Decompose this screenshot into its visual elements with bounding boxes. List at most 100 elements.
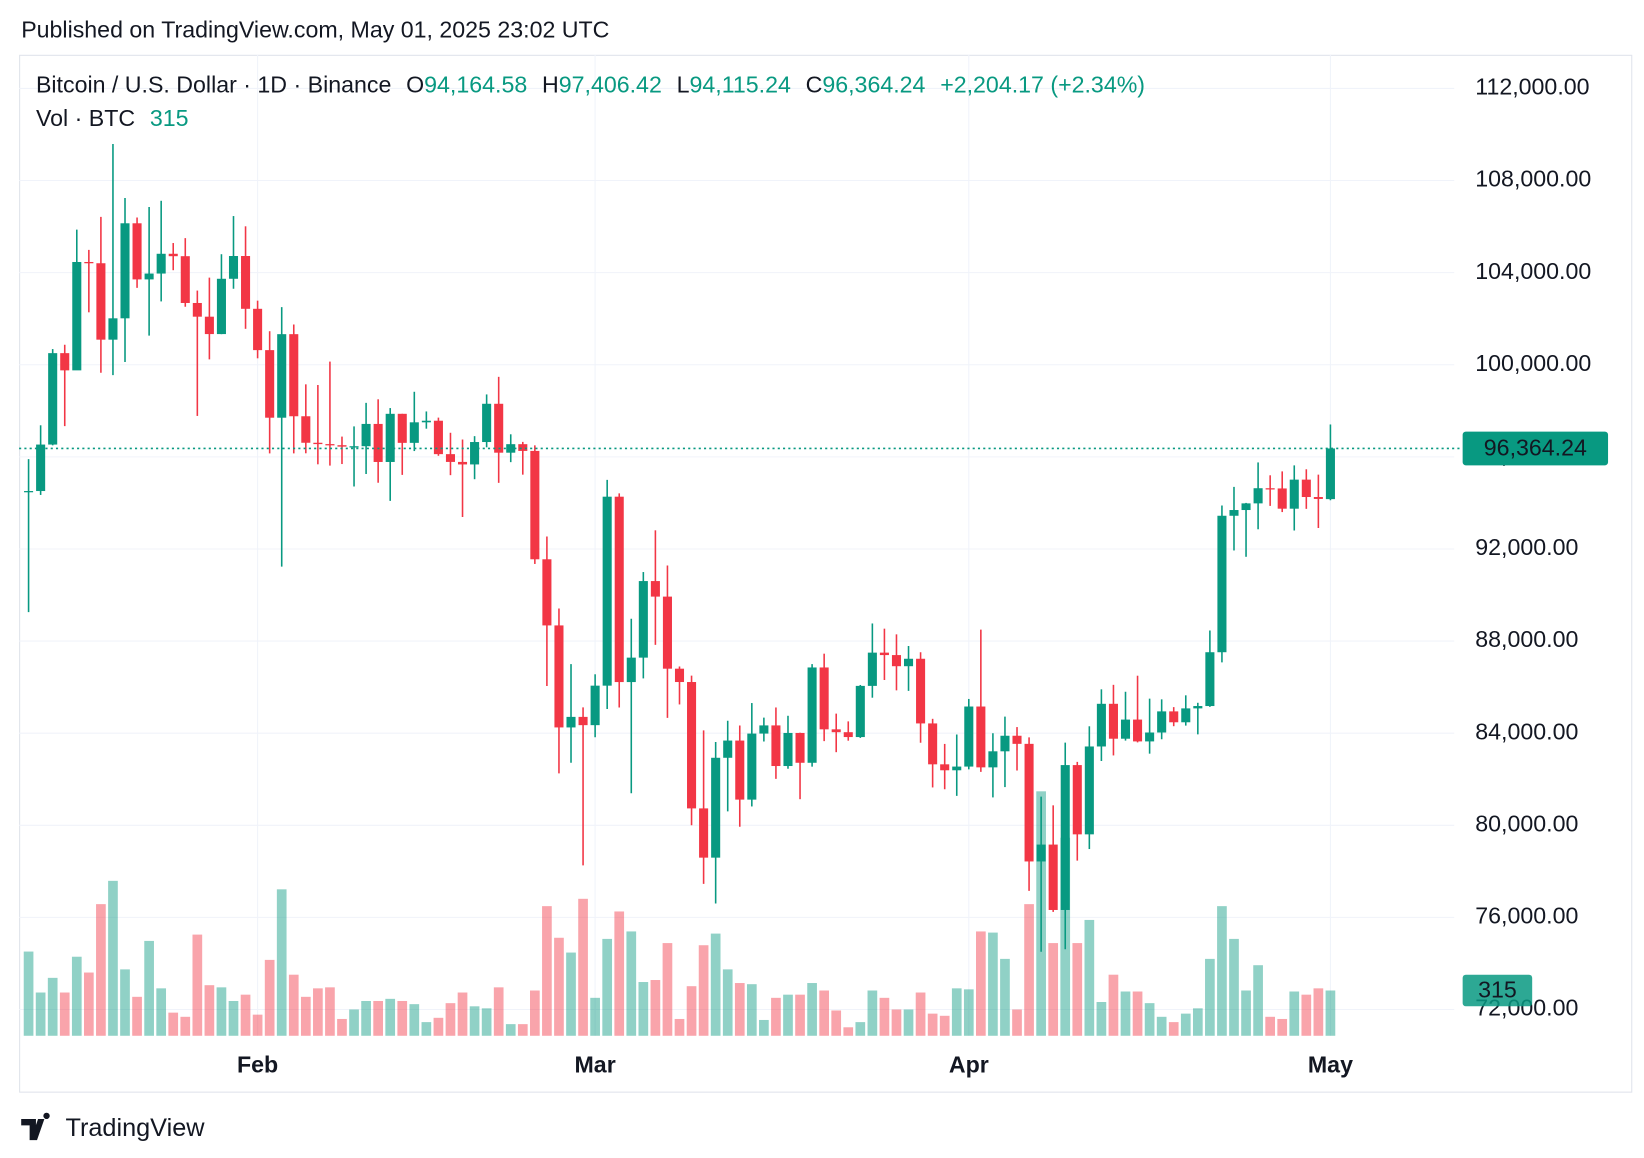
candle-body xyxy=(385,413,395,462)
volume-bar xyxy=(1277,1018,1288,1036)
candle-body xyxy=(1169,711,1179,723)
volume-bar xyxy=(1120,991,1131,1036)
candle-body xyxy=(1084,746,1094,835)
legend-title: Bitcoin / U.S. Dollar · 1D · Binance xyxy=(36,72,391,98)
footer-brand: TradingView xyxy=(65,1114,205,1142)
candle-body xyxy=(180,256,190,303)
candle-body xyxy=(578,716,588,726)
volume-bar xyxy=(927,1013,938,1036)
candle-body xyxy=(421,420,431,423)
candle-body xyxy=(614,496,624,683)
volume-value: 315 xyxy=(150,105,189,131)
volume-bar xyxy=(1132,991,1143,1036)
candle-body xyxy=(313,442,323,445)
candle-body xyxy=(265,350,275,418)
volume-bar xyxy=(566,952,576,1036)
legend-key: L xyxy=(677,72,690,98)
volume-bar xyxy=(216,987,227,1036)
candle-body xyxy=(120,223,130,319)
volume-bar xyxy=(626,931,637,1036)
volume-bar xyxy=(1229,938,1239,1036)
candle-body xyxy=(1000,735,1010,752)
candle-body xyxy=(952,766,962,771)
volume-bar xyxy=(650,980,661,1036)
volume-bar xyxy=(337,1018,347,1036)
candle-body xyxy=(192,302,202,317)
y-tick-label: 112,000.00 xyxy=(1475,74,1589,100)
candle-body xyxy=(24,491,34,493)
candle-body xyxy=(590,685,600,726)
candle-body xyxy=(771,725,781,767)
volume-bar xyxy=(300,996,311,1036)
logo-mark xyxy=(21,1112,50,1141)
volume-bar xyxy=(988,932,998,1036)
candle-body xyxy=(626,657,636,683)
volume-bar xyxy=(771,997,781,1036)
volume-bar xyxy=(1048,943,1059,1036)
volume-bar xyxy=(855,1022,866,1036)
candle-body xyxy=(1205,652,1215,707)
volume-bar xyxy=(1265,1016,1276,1036)
logo: TradingView xyxy=(21,1112,205,1142)
candle-body xyxy=(867,652,877,686)
volume-bar xyxy=(156,988,167,1036)
volume-bar xyxy=(252,1014,263,1036)
volume-bar xyxy=(759,1019,769,1036)
candle-body xyxy=(216,278,226,335)
axes: 72,000.0076,000.0080,000.0084,000.0088,0… xyxy=(237,74,1609,1077)
volume-bar xyxy=(530,990,540,1036)
legend-change: +2,204.17 (+2.34%) xyxy=(940,72,1145,98)
x-tick-label: Mar xyxy=(575,1051,616,1077)
candle-body xyxy=(903,658,914,667)
volume-bar xyxy=(96,904,106,1036)
volume-bar xyxy=(939,1015,950,1036)
volume-bar xyxy=(614,911,625,1036)
y-tick-label: 104,000.00 xyxy=(1475,258,1591,284)
volume-bar xyxy=(1156,1016,1167,1036)
volume-bar xyxy=(144,940,154,1036)
candle-body xyxy=(1181,708,1191,723)
candle-body xyxy=(433,420,443,455)
volume-bars xyxy=(23,791,1336,1036)
volume-bar xyxy=(313,988,323,1036)
candle-body xyxy=(60,353,70,371)
volume-bar xyxy=(1205,958,1215,1036)
volume-bar xyxy=(1012,1009,1022,1036)
volume-bar xyxy=(349,1009,359,1036)
legend-value: 94,164.58 xyxy=(424,72,527,98)
volume-bar xyxy=(35,992,46,1036)
legend: Bitcoin / U.S. Dollar · 1D · Binance O94,… xyxy=(36,72,1145,98)
x-tick-label: May xyxy=(1308,1051,1353,1077)
volume-bar xyxy=(746,984,757,1036)
candle-body xyxy=(976,706,986,768)
volume-bar xyxy=(192,934,203,1036)
candle-body xyxy=(795,732,805,763)
candle-body xyxy=(602,496,612,686)
candle-body xyxy=(397,413,407,443)
candle-body xyxy=(699,808,709,858)
volume-bar xyxy=(783,994,793,1036)
candle-body xyxy=(783,732,793,767)
candle-body xyxy=(204,316,214,335)
candle-body xyxy=(638,581,648,658)
candle-body xyxy=(1060,765,1070,910)
volume-bar xyxy=(807,983,817,1036)
volume-bar xyxy=(517,1024,528,1036)
volume-bar xyxy=(325,987,335,1036)
candles xyxy=(19,143,1463,952)
candle-body xyxy=(988,751,998,768)
candle-body xyxy=(36,444,46,492)
candle-body xyxy=(723,740,733,758)
volume-bar xyxy=(1217,906,1227,1036)
volume-bar xyxy=(83,972,94,1036)
volume-bar xyxy=(554,937,564,1036)
volume-bar xyxy=(373,1000,383,1036)
volume-bar xyxy=(698,945,709,1036)
volume-bar xyxy=(457,992,468,1036)
volume-bar xyxy=(421,1022,432,1036)
volume-bar xyxy=(409,1004,420,1036)
published-note: Published on TradingView.com, May 01, 20… xyxy=(21,17,609,43)
candle-body xyxy=(144,273,154,280)
volume-legend: Vol · BTC 315 xyxy=(36,105,189,131)
